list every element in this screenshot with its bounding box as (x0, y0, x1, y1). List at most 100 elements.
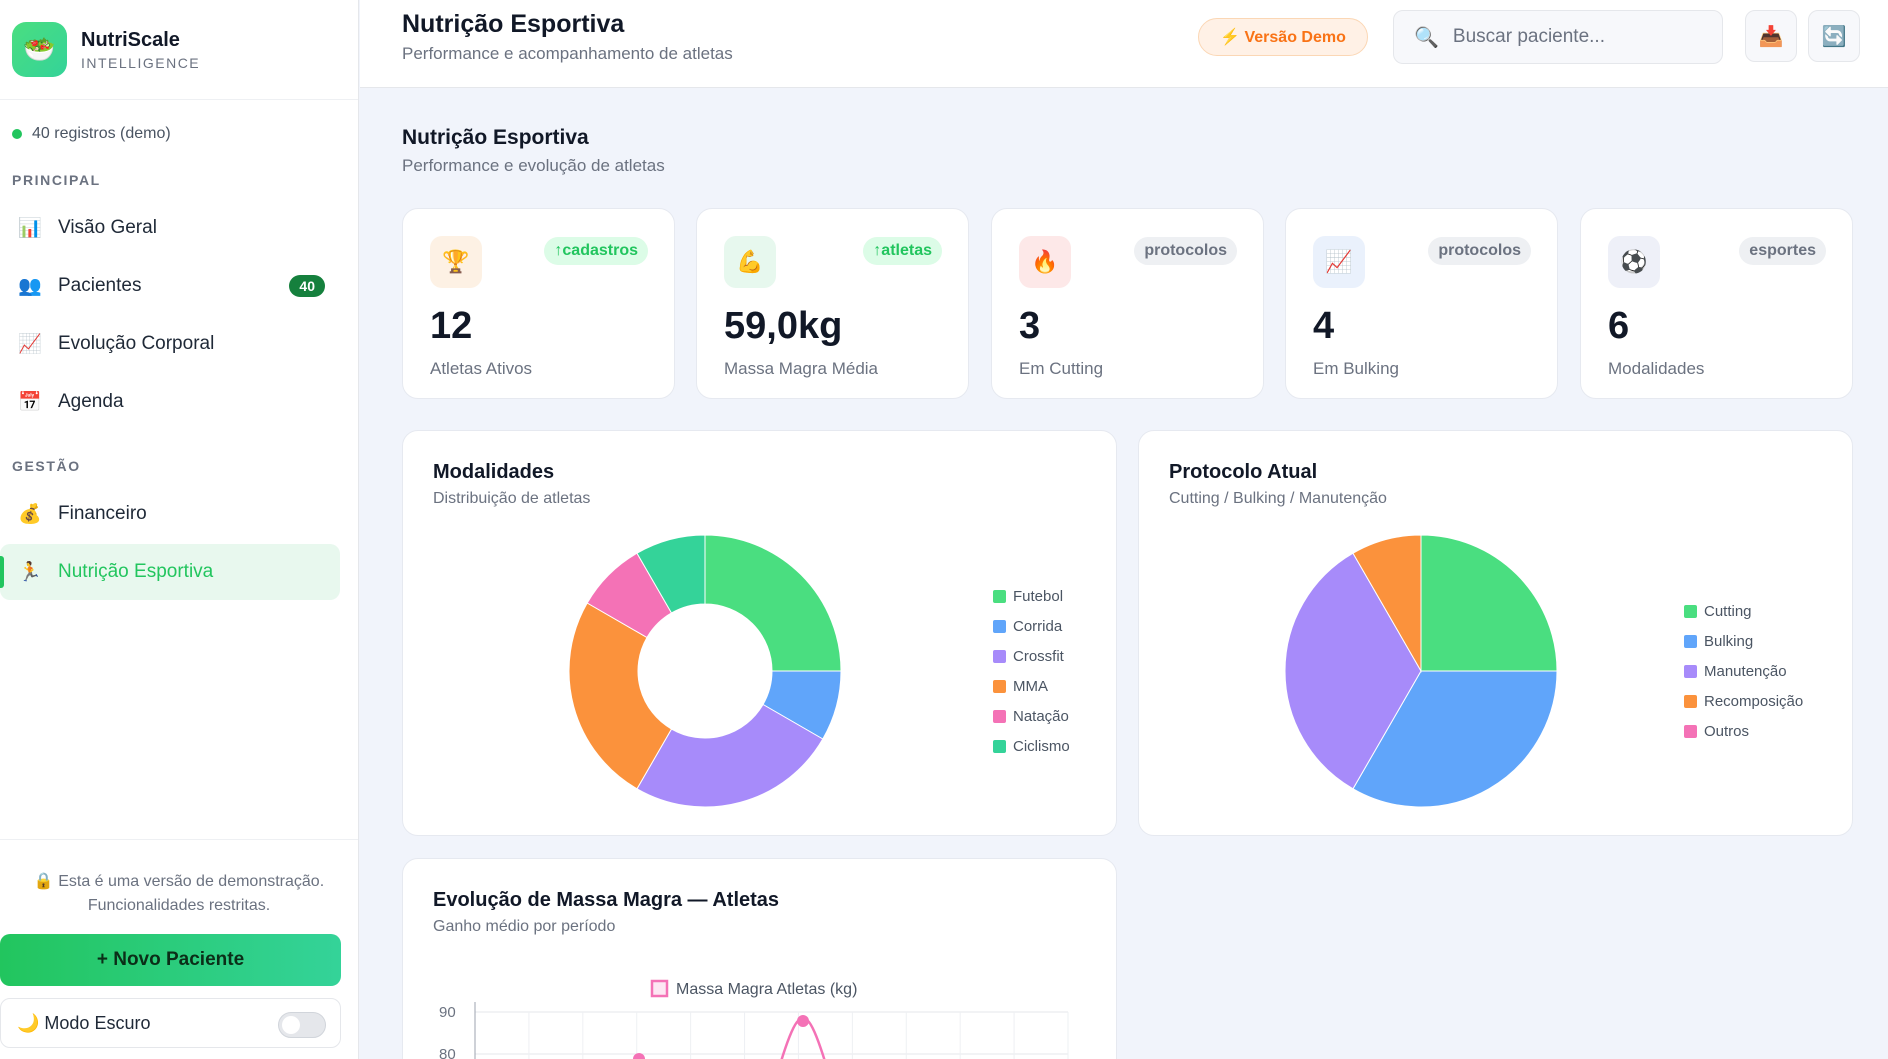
legend-item[interactable]: Outros (1684, 716, 1803, 746)
chart-legend: Futebol Corrida Crossfit MMA Natação Ciclismo (993, 581, 1070, 761)
pie-slice-mma[interactable] (568, 602, 673, 790)
stat-tag: protocolos (1134, 237, 1237, 265)
search-input[interactable] (1452, 26, 1703, 48)
pie-slice-ciclismo[interactable] (636, 534, 706, 614)
demo-notice: 🔒 Esta é uma versão de demonstração. Fun… (0, 840, 358, 918)
legend-item[interactable]: Cutting (1684, 596, 1803, 626)
legend-item[interactable]: Bulking (1684, 626, 1803, 656)
pie-slice-crossfit[interactable] (636, 703, 824, 808)
chart-title: Protocolo Atual (1169, 461, 1318, 483)
protocolo-pie-chart[interactable] (1139, 431, 1854, 837)
legend-label: Crossfit (1013, 647, 1064, 665)
soccer-ball-icon: ⚽ (1608, 236, 1660, 288)
y-tick-label: 90 (439, 1004, 456, 1021)
header-subtitle: Performance e acompanhamento de atletas (402, 44, 733, 63)
sidebar-item-financeiro[interactable]: 💰 Financeiro (0, 486, 340, 542)
section-label-gestao: GESTÃO (12, 458, 81, 474)
legend-swatch (993, 679, 1006, 693)
dark-mode-toggle[interactable] (278, 1012, 326, 1038)
sidebar-item-agenda[interactable]: 📅 Agenda (0, 374, 340, 430)
legend-item[interactable]: Futebol (993, 581, 1070, 611)
stat-label: Atletas Ativos (430, 359, 533, 378)
legend-item[interactable]: Ciclismo (993, 731, 1070, 761)
trophy-icon: 🏆 (430, 236, 482, 288)
stat-tag: protocolos (1428, 237, 1531, 265)
legend-swatch (1684, 724, 1697, 738)
status-dot-icon (12, 129, 22, 139)
sidebar-item-evolucao-corporal[interactable]: 📈 Evolução Corporal (0, 316, 340, 372)
runner-icon: 🏃 (18, 562, 42, 583)
legend-item[interactable]: MMA (993, 671, 1070, 701)
massa-magra-line-chart[interactable]: Massa Magra Atletas (kg) 90 80 (403, 859, 1118, 1059)
stat-card-massa-magra: 💪 ↑atletas 59,0kg Massa Magra Média (696, 208, 969, 399)
sidebar-item-label: Nutrição Esportiva (58, 561, 214, 582)
money-bag-icon: 💰 (18, 504, 42, 525)
sidebar-item-visao-geral[interactable]: 📊 Visão Geral (0, 200, 340, 256)
pie-slice-futebol[interactable] (704, 534, 842, 672)
pie-slice-recomposição[interactable] (1352, 534, 1422, 673)
stat-label: Modalidades (1608, 359, 1705, 378)
legend-item[interactable]: Natação (993, 701, 1070, 731)
legend-item[interactable]: Corrida (993, 611, 1070, 641)
legend-swatch (1684, 604, 1697, 618)
count-badge: 40 (289, 275, 325, 297)
demo-notice-line: Funcionalidades restritas. (87, 897, 271, 914)
legend-swatch (993, 649, 1006, 663)
sidebar-item-label: Visão Geral (58, 217, 157, 238)
stat-card-bulking: 📈 protocolos 4 Em Bulking (1285, 208, 1558, 399)
page-title: Nutrição Esportiva (402, 126, 589, 149)
brand-name: NutriScale (81, 28, 180, 51)
stat-value: 4 (1313, 305, 1335, 347)
pie-slice-manutenção[interactable] (1284, 552, 1422, 790)
stat-label: Em Cutting (1019, 359, 1104, 378)
chart-card-massa-magra: Evolução de Massa Magra — Atletas Ganho … (402, 858, 1117, 1059)
legend-item[interactable]: Crossfit (993, 641, 1070, 671)
demo-version-badge: ⚡ Versão Demo (1198, 18, 1368, 56)
chart-subtitle: Cutting / Bulking / Manutenção (1169, 490, 1387, 507)
legend-item[interactable]: Recomposição (1684, 686, 1803, 716)
legend-item[interactable]: Manutenção (1684, 656, 1803, 686)
stat-value: 59,0kg (724, 305, 843, 347)
sidebar-item-label: Pacientes (58, 275, 142, 296)
refresh-button[interactable]: 🔄 (1808, 10, 1860, 62)
stat-card-cutting: 🔥 protocolos 3 Em Cutting (991, 208, 1264, 399)
dark-mode-label: 🌙 Modo Escuro (17, 1012, 151, 1033)
modalidades-doughnut-chart[interactable] (403, 431, 1118, 837)
stat-card-atletas-ativos: 🏆 ↑cadastros 12 Atletas Ativos (402, 208, 675, 399)
data-point[interactable] (797, 1015, 809, 1027)
chart-up-icon: 📈 (1313, 236, 1365, 288)
search-icon: 🔍 (1414, 26, 1439, 49)
legend-label: Outros (1704, 722, 1750, 740)
pie-slice-bulking[interactable] (1352, 670, 1558, 808)
brand-subtitle: INTELLIGENCE (81, 54, 201, 71)
salad-logo-icon: 🥗 (12, 22, 67, 77)
sidebar-item-pacientes[interactable]: 👥 Pacientes 40 (0, 258, 340, 314)
sidebar-footer: 🔒 Esta é uma versão de demonstração. Fun… (0, 839, 358, 1059)
calendar-icon: 📅 (18, 392, 42, 413)
sidebar: 🥗 NutriScale INTELLIGENCE 40 registros (… (0, 0, 359, 1059)
stat-label: Em Bulking (1313, 359, 1399, 378)
chart-card-modalidades: Modalidades Distribuição de atletas Fute… (402, 430, 1117, 836)
new-patient-button[interactable]: + Novo Paciente (0, 934, 341, 986)
legend-label: Massa Magra Atletas (kg) (676, 981, 857, 998)
dark-mode-row[interactable]: 🌙 Modo Escuro (0, 998, 341, 1048)
line-legend[interactable]: Massa Magra Atletas (kg) (650, 979, 857, 998)
chart-legend: Cutting Bulking Manutenção Recomposição Outr… (1684, 596, 1803, 746)
users-icon: 👥 (18, 276, 42, 297)
legend-swatch (1684, 664, 1697, 678)
sidebar-item-nutricao-esportiva[interactable]: 🏃 Nutrição Esportiva (0, 544, 340, 600)
legend-label: Futebol (1013, 587, 1064, 605)
sidebar-item-label: Agenda (58, 391, 124, 412)
legend-swatch (993, 739, 1006, 753)
records-status: 40 registros (demo) (0, 100, 358, 152)
legend-label: Corrida (1013, 617, 1063, 635)
refresh-icon: 🔄 (1821, 25, 1847, 48)
section-label-principal: PRINCIPAL (12, 172, 101, 188)
download-icon: 📥 (1758, 25, 1784, 48)
data-point[interactable] (633, 1053, 645, 1059)
stat-tag: ↑cadastros (544, 237, 648, 265)
search-box[interactable]: 🔍 (1393, 10, 1723, 64)
brand[interactable]: 🥗 NutriScale INTELLIGENCE (0, 0, 358, 100)
pie-slice-cutting[interactable] (1420, 534, 1558, 672)
export-button[interactable]: 📥 (1745, 10, 1797, 62)
